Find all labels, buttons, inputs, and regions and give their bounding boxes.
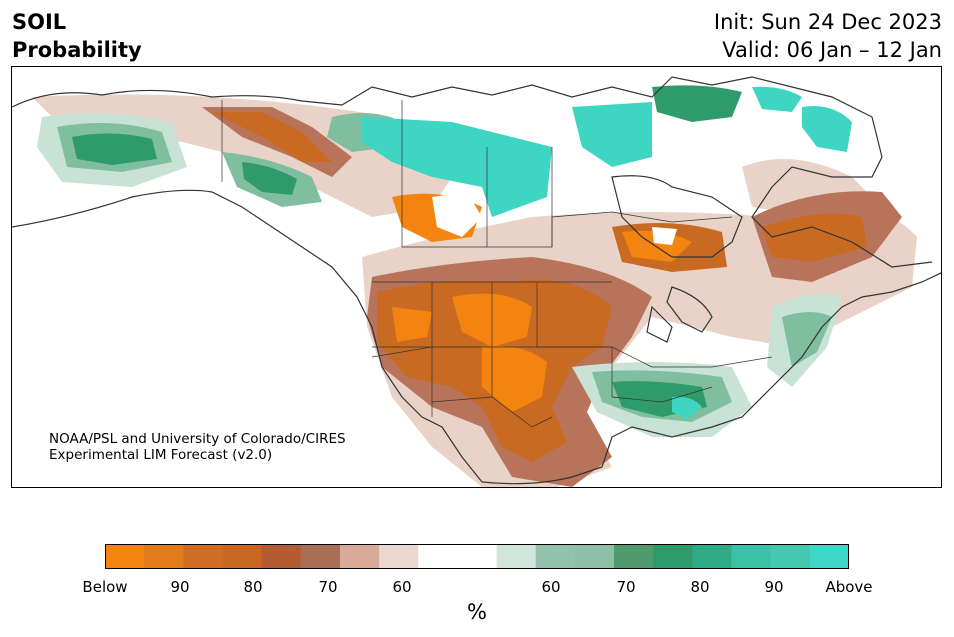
state-province-lines xyxy=(221,100,773,428)
colorbar-tick-above-80: 80 xyxy=(690,578,710,596)
colorbar xyxy=(105,544,849,569)
colorbar-swatch xyxy=(614,544,654,569)
colorbar-swatch xyxy=(457,544,498,569)
colorbar-swatch xyxy=(300,544,341,569)
map-canvas xyxy=(12,76,941,487)
colorbar-outline xyxy=(105,544,849,569)
colorbar-tick-below-90: 90 xyxy=(170,578,190,596)
colorbar-tick-below-70: 70 xyxy=(318,578,338,596)
coastlines-and-borders xyxy=(12,76,941,485)
colorbar-tick-above-90: 90 xyxy=(764,578,784,596)
credit-line-2: Experimental LIM Forecast (v2.0) xyxy=(49,447,273,463)
colorbar-swatch xyxy=(339,544,380,569)
colorbar-swatch xyxy=(379,544,419,569)
forecast-dates: Init: Sun 24 Dec 2023 Valid: 06 Jan – 12… xyxy=(714,8,942,64)
colorbar-tick-above: Above xyxy=(825,578,873,596)
colorbar-swatch xyxy=(222,544,263,569)
colorbar-swatch xyxy=(535,544,576,569)
colorbar-swatch xyxy=(105,544,145,569)
credit-line-1: NOAA/PSL and University of Colorado/CIRE… xyxy=(49,431,346,447)
colorbar-tick-above-70: 70 xyxy=(616,578,636,596)
colorbar-swatch xyxy=(574,544,615,569)
probability-map xyxy=(11,66,942,488)
neutral-gaps xyxy=(432,192,677,245)
colorbar-swatch xyxy=(770,544,811,569)
credit-text: NOAA/PSL and University of Colorado/CIRE… xyxy=(49,431,346,463)
colorbar-tick-below-60: 60 xyxy=(392,578,412,596)
colorbar-swatch xyxy=(496,544,537,569)
colorbar-swatch xyxy=(418,544,459,569)
colorbar-tick-below-80: 80 xyxy=(243,578,263,596)
colorbar-swatch xyxy=(144,544,184,569)
colorbar-tick-above-60: 60 xyxy=(541,578,561,596)
colorbar-swatch xyxy=(653,544,693,569)
colorbar-swatch xyxy=(692,544,733,569)
map-title: SOIL Probability xyxy=(12,8,142,64)
valid-date: Valid: 06 Jan – 12 Jan xyxy=(722,38,942,62)
colorbar-swatch xyxy=(809,544,849,569)
init-date: Init: Sun 24 Dec 2023 xyxy=(713,10,942,34)
colorbar-tick-below: Below xyxy=(82,578,128,596)
colorbar-swatch xyxy=(183,544,224,569)
colorbar-units: % xyxy=(467,600,487,624)
colorbar-swatches xyxy=(105,544,849,569)
title-line-probability: Probability xyxy=(12,38,142,62)
colorbar-swatch xyxy=(731,544,772,569)
colorbar-swatch xyxy=(261,544,302,569)
title-line-soil: SOIL xyxy=(12,10,67,34)
strongest-above-regions xyxy=(362,86,852,419)
